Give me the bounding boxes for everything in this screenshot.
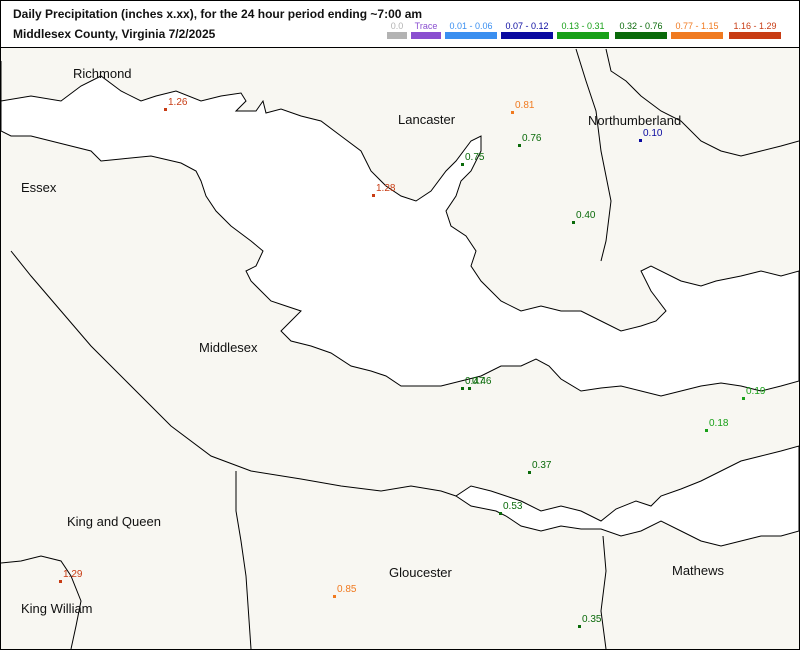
station-value: 0.40	[576, 210, 596, 221]
county-label-middlesex: Middlesex	[199, 340, 258, 355]
station-marker	[511, 111, 514, 114]
station-value: 1.29	[63, 569, 83, 580]
legend-swatch	[501, 32, 553, 39]
legend-label: 0.01 - 0.06	[449, 21, 493, 31]
station-value: 0.46	[472, 376, 492, 387]
station-marker	[59, 580, 62, 583]
king-william-boundary	[1, 555, 82, 649]
legend-label: 0.0	[390, 21, 404, 31]
rappahannock-river	[1, 61, 799, 397]
station-marker	[372, 194, 375, 197]
northumberland-shore	[605, 48, 799, 157]
station-marker	[333, 595, 336, 598]
station-value: 0.53	[503, 501, 523, 512]
station-value: 0.76	[522, 133, 542, 144]
legend-label: Trace	[414, 21, 438, 31]
legend-item: 1.16 - 1.29	[729, 21, 781, 41]
county-label-essex: Essex	[21, 180, 57, 195]
map-subtitle: Middlesex County, Virginia 7/2/2025	[13, 27, 216, 41]
lancaster-northumberland-boundary	[575, 48, 612, 262]
county-label-richmond: Richmond	[73, 66, 132, 81]
station-marker	[468, 387, 471, 390]
legend-swatch	[445, 32, 497, 39]
legend-swatch	[557, 32, 609, 39]
legend-label: 0.77 - 1.15	[675, 21, 719, 31]
station-marker	[705, 429, 708, 432]
station-value: 0.47	[465, 376, 485, 387]
station-value: 0.18	[709, 418, 729, 429]
station-marker	[461, 387, 464, 390]
county-map: Richmond Essex Lancaster Northumberland Midd…	[1, 48, 799, 649]
county-label-king-william: King William	[21, 601, 93, 616]
station-value: 1.26	[168, 97, 188, 108]
middlesex-gloucester-boundary	[10, 250, 457, 497]
station-value: 0.85	[337, 584, 357, 595]
legend-label: 0.13 - 0.31	[561, 21, 605, 31]
county-boundaries	[1, 48, 799, 649]
station-marker	[572, 221, 575, 224]
legend-swatch	[411, 32, 441, 39]
station-value: 0.10	[643, 128, 663, 139]
legend-label: 0.32 - 0.76	[619, 21, 663, 31]
legend-item: 0.13 - 0.31	[557, 21, 609, 41]
station-value: 1.28	[376, 183, 396, 194]
station-value: 0.75	[465, 152, 485, 163]
map-header: Daily Precipitation (inches x.xx), for t…	[1, 1, 799, 48]
legend-item: 0.32 - 0.76	[615, 21, 667, 41]
station-marker	[528, 471, 531, 474]
county-label-lancaster: Lancaster	[398, 112, 456, 127]
legend-swatch	[615, 32, 667, 39]
county-label-mathews: Mathews	[672, 563, 725, 578]
legend-swatch	[387, 32, 407, 39]
legend-swatch	[729, 32, 781, 39]
station-marker	[518, 144, 521, 147]
legend-swatch	[671, 32, 723, 39]
legend-item: 0.77 - 1.15	[671, 21, 723, 41]
legend-label: 1.16 - 1.29	[733, 21, 777, 31]
legend-item: 0.0	[387, 21, 407, 41]
station-marker	[742, 397, 745, 400]
legend-item: 0.01 - 0.06	[445, 21, 497, 41]
county-label-king-and-queen: King and Queen	[67, 514, 161, 529]
station-marker	[639, 139, 642, 142]
station-value: 0.35	[582, 614, 602, 625]
legend-item: Trace	[411, 21, 441, 41]
king-and-queen-gloucester-boundary	[235, 471, 252, 649]
station-marker	[578, 625, 581, 628]
legend-item: 0.07 - 0.12	[501, 21, 553, 41]
mathews-boundary	[600, 535, 607, 649]
station-marker	[461, 163, 464, 166]
county-label-gloucester: Gloucester	[389, 565, 452, 580]
station-marker	[164, 108, 167, 111]
station-value: 0.19	[746, 386, 766, 397]
station-value: 0.81	[515, 100, 535, 111]
map-title: Daily Precipitation (inches x.xx), for t…	[13, 7, 423, 21]
station-marker	[499, 512, 502, 515]
legend-label: 0.07 - 0.12	[505, 21, 549, 31]
county-label-northumberland: Northumberland	[588, 113, 682, 128]
station-value: 0.37	[532, 460, 552, 471]
